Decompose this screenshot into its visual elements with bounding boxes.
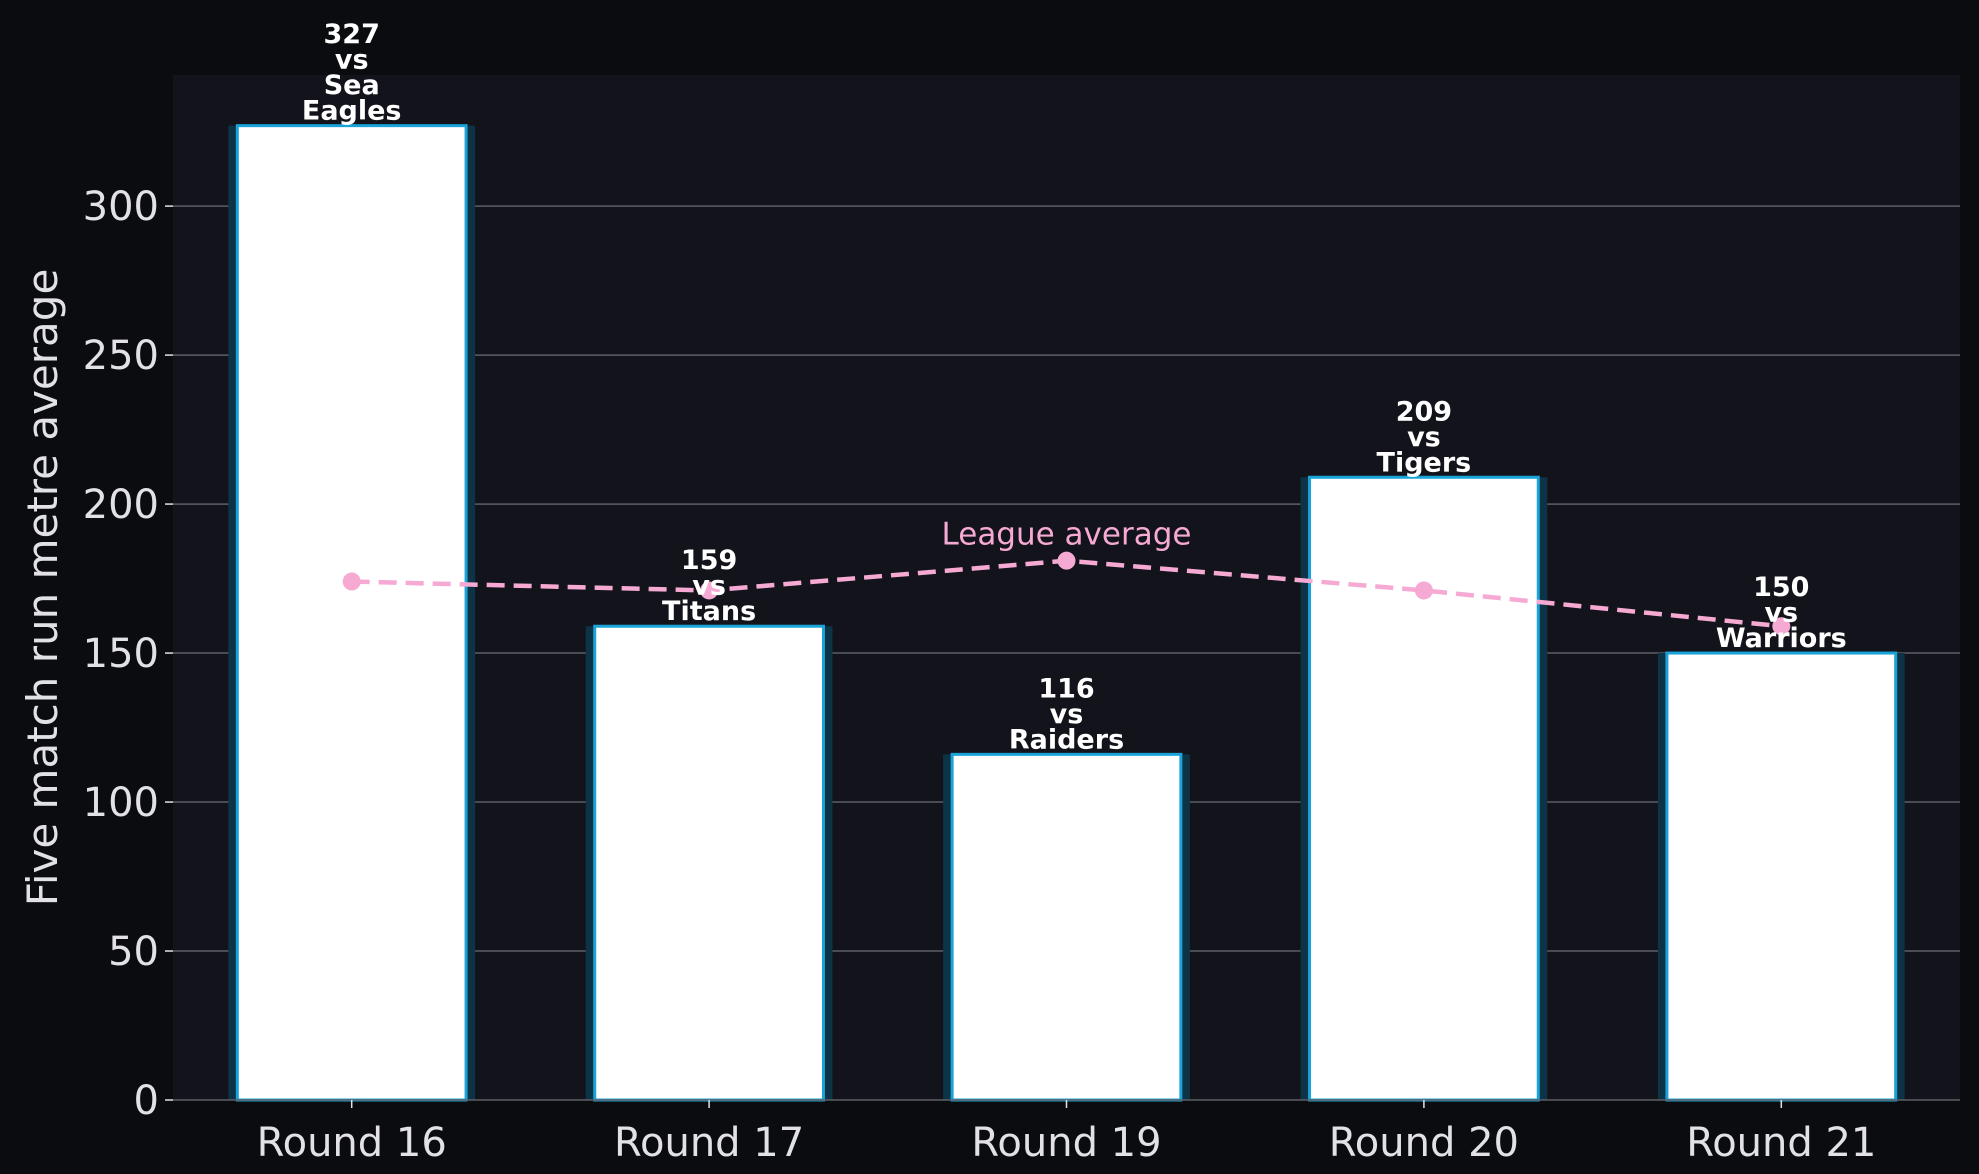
y-tick-label-200: 200 xyxy=(83,482,159,528)
x-axis: Round 16 Round 17 Round 19 Round 20 Round 21 xyxy=(173,1099,1960,1166)
bar-2 xyxy=(593,624,825,1102)
league-average-line: League average xyxy=(342,517,1791,636)
y-tick-label-250: 250 xyxy=(83,333,159,379)
x-tick-label-4: Round 20 xyxy=(1329,1120,1519,1166)
y-axis: 0 50 100 150 200 250 300 xyxy=(83,184,173,1124)
bar-label-5-line-1: 150 xyxy=(1753,572,1809,603)
y-tick-label-300: 300 xyxy=(83,184,159,230)
bar-label-2-line-1: 159 xyxy=(681,545,737,576)
y-tick-label-100: 100 xyxy=(83,780,159,826)
bar-label-4-line-2: vs xyxy=(1407,422,1441,453)
bar-label-3-line-3: Raiders xyxy=(1009,724,1124,755)
bar-1 xyxy=(235,124,468,1102)
league-average-point-3 xyxy=(1057,551,1076,570)
bar-4 xyxy=(1308,475,1540,1102)
bar-label-1-line-1: 327 xyxy=(324,19,380,50)
bars xyxy=(228,124,1905,1102)
y-tick-label-0: 0 xyxy=(134,1078,159,1124)
bar-5 xyxy=(1665,651,1898,1102)
x-tick-label-5: Round 21 xyxy=(1686,1120,1876,1166)
bar-label-3-line-1: 116 xyxy=(1038,673,1094,704)
bar-label-5-line-3: Warriors xyxy=(1716,623,1847,654)
league-average-point-5 xyxy=(1772,617,1791,636)
x-tick-label-2: Round 17 xyxy=(614,1120,804,1166)
league-average-label: League average xyxy=(942,517,1192,553)
y-axis-title: Five match run metre average xyxy=(18,269,67,907)
bar-label-2-line-2: vs xyxy=(692,571,726,602)
bar-3 xyxy=(950,752,1183,1102)
x-tick-label-3: Round 19 xyxy=(971,1120,1161,1166)
bar-label-1-line-3: Sea xyxy=(324,70,380,101)
bar-label-4-line-3: Tigers xyxy=(1377,447,1472,478)
bar-label-2-line-3: Titans xyxy=(662,596,756,627)
league-average-point-4 xyxy=(1414,581,1433,600)
bar-label-4-line-1: 209 xyxy=(1396,396,1452,427)
bar-label-1-line-4: Eagles xyxy=(302,96,402,127)
y-tick-label-150: 150 xyxy=(83,631,159,677)
bar-label-5-line-2: vs xyxy=(1764,598,1798,629)
y-tick-label-50: 50 xyxy=(108,929,159,975)
bar-labels: 327vsSeaEagles159vsTitans116vsRaiders209… xyxy=(302,19,1847,755)
x-tick-label-1: Round 16 xyxy=(257,1120,447,1166)
bar-label-3-line-2: vs xyxy=(1050,699,1084,730)
league-average-point-1 xyxy=(342,572,361,591)
league-average-point-2 xyxy=(700,581,719,600)
bar-label-1-line-2: vs xyxy=(335,45,369,76)
